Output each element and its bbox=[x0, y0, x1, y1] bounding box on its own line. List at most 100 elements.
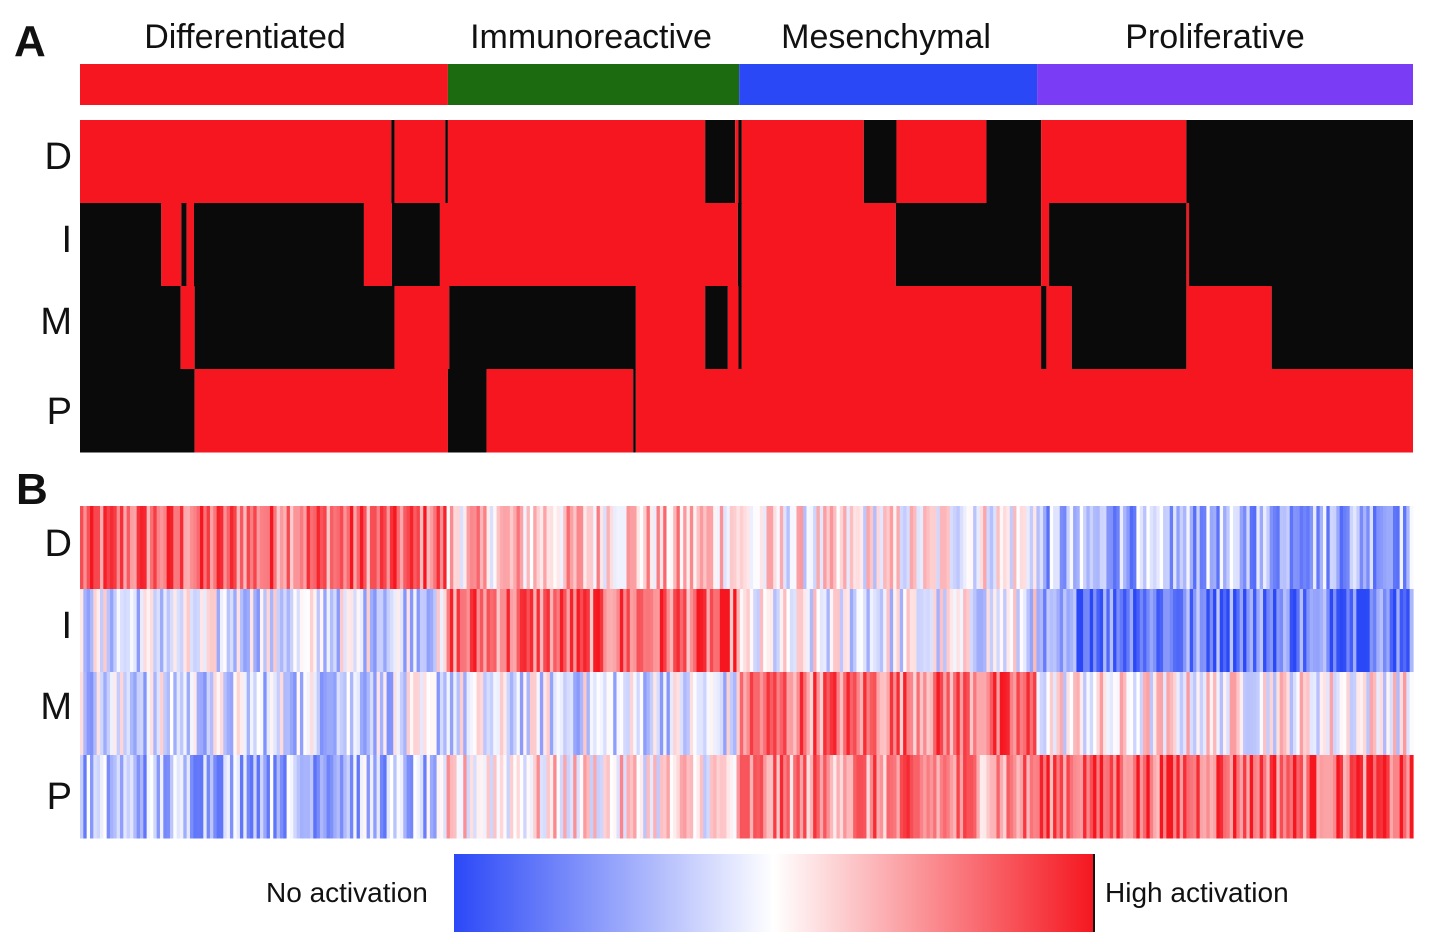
heatmap-b-cell-i-388 bbox=[1373, 589, 1377, 673]
heatmap-b-cell-d-366 bbox=[1299, 506, 1304, 590]
heatmap-b-cell-i-119 bbox=[476, 589, 481, 673]
heatmap-b-cell-d-24 bbox=[159, 506, 164, 590]
heatmap-b-cell-p-254 bbox=[926, 755, 931, 839]
heatmap-b-cell-i-369 bbox=[1309, 589, 1314, 673]
heatmap-b-cell-d-293 bbox=[1056, 506, 1061, 590]
heatmap-b-cell-p-281 bbox=[1016, 755, 1021, 839]
heatmap-b-cell-i-100 bbox=[413, 589, 418, 673]
heatmap-b-cell-m-348 bbox=[1239, 672, 1244, 756]
heatmap-b-cell-d-369 bbox=[1309, 506, 1314, 590]
heatmap-b-cell-i-389 bbox=[1376, 589, 1381, 673]
heatmap-b-cell-i-392 bbox=[1386, 589, 1391, 673]
heatmap-b-cell-m-68 bbox=[306, 672, 311, 756]
heatmap-b-cell-i-21 bbox=[149, 589, 154, 673]
heatmap-b-cell-m-166 bbox=[633, 672, 638, 756]
heatmap-b-cell-m-5 bbox=[96, 672, 101, 756]
heatmap-a-cell-p-2 bbox=[447, 369, 487, 453]
heatmap-b-cell-d-10 bbox=[113, 506, 118, 590]
heatmap-b-cell-m-221 bbox=[816, 672, 821, 756]
heatmap-b-cell-d-396 bbox=[1399, 506, 1404, 590]
heatmap-b-cell-m-251 bbox=[916, 672, 921, 756]
heatmap-b-cell-p-129 bbox=[509, 755, 514, 839]
heatmap-b-cell-m-353 bbox=[1256, 672, 1261, 756]
heatmap-b-cell-m-18 bbox=[139, 672, 144, 756]
heatmap-b-cell-m-110 bbox=[446, 672, 451, 756]
heatmap-b-cell-p-68 bbox=[306, 755, 311, 839]
heatmap-b-cell-i-236 bbox=[866, 589, 871, 673]
heatmap-b-cell-p-53 bbox=[256, 755, 261, 839]
heatmap-b-cell-p-342 bbox=[1219, 755, 1224, 839]
heatmap-b-cell-p-320 bbox=[1146, 755, 1151, 839]
heatmap-a-cell-d-9 bbox=[863, 120, 897, 204]
heatmap-b-cell-p-164 bbox=[626, 755, 631, 839]
heatmap-b-cell-d-196 bbox=[733, 506, 738, 590]
heatmap-b-cell-i-137 bbox=[536, 589, 541, 673]
heatmap-b-cell-m-289 bbox=[1043, 672, 1048, 756]
heatmap-b-cell-d-399 bbox=[1409, 506, 1414, 590]
heatmap-b-cell-m-152 bbox=[586, 672, 591, 756]
heatmap-b-cell-p-137 bbox=[536, 755, 541, 839]
heatmap-b-cell-m-210 bbox=[779, 672, 784, 756]
heatmap-b-cell-d-351 bbox=[1249, 506, 1254, 590]
heatmap-b-cell-i-33 bbox=[189, 589, 194, 673]
heatmap-b-cell-i-106 bbox=[433, 589, 438, 673]
heatmap-b-cell-m-341 bbox=[1216, 672, 1221, 756]
heatmap-b-cell-m-372 bbox=[1319, 672, 1324, 756]
heatmap-b-cell-d-30 bbox=[179, 506, 184, 590]
heatmap-b-cell-i-283 bbox=[1023, 589, 1028, 673]
heatmap-b-cell-p-30 bbox=[179, 755, 184, 839]
heatmap-b-cell-m-151 bbox=[583, 672, 588, 756]
heatmap-b-cell-i-97 bbox=[403, 589, 408, 673]
heatmap-b-cell-d-1 bbox=[83, 506, 88, 590]
heatmap-b-cell-i-371 bbox=[1316, 589, 1321, 673]
heatmap-b-cell-d-63 bbox=[289, 506, 294, 590]
heatmap-b-cell-p-171 bbox=[649, 755, 654, 839]
heatmap-b-cell-i-192 bbox=[719, 589, 724, 673]
heatmap-b-cell-p-375 bbox=[1329, 755, 1334, 839]
heatmap-b-cell-d-49 bbox=[243, 506, 248, 590]
heatmap-b-cell-d-221 bbox=[816, 506, 821, 590]
heatmap-b-cell-i-265 bbox=[963, 589, 968, 673]
heatmap-b-cell-d-360 bbox=[1279, 506, 1284, 590]
heatmap-b-cell-d-2 bbox=[86, 506, 91, 590]
heatmap-b-cell-m-286 bbox=[1033, 672, 1038, 756]
heatmap-b-cell-m-0 bbox=[80, 672, 84, 756]
heatmap-b-cell-i-42 bbox=[219, 589, 224, 673]
heatmap-b-cell-p-156 bbox=[599, 755, 604, 839]
heatmap-b-cell-m-78 bbox=[339, 672, 344, 756]
heatmap-a-cell-i-14 bbox=[1189, 203, 1413, 287]
heatmap-b-cell-m-76 bbox=[333, 672, 338, 756]
heatmap-b-cell-i-256 bbox=[933, 589, 938, 673]
heatmap-b-cell-p-238 bbox=[873, 755, 878, 839]
heatmap-b-cell-m-368 bbox=[1306, 672, 1311, 756]
heatmap-b-cell-m-316 bbox=[1133, 672, 1137, 756]
heatmap-b-cell-i-198 bbox=[739, 589, 744, 673]
heatmap-b-cell-d-385 bbox=[1363, 506, 1367, 590]
heatmap-b-cell-i-251 bbox=[916, 589, 921, 673]
heatmap-b-cell-p-148 bbox=[573, 755, 578, 839]
heatmap-b-cell-m-67 bbox=[303, 672, 308, 756]
heatmap-b-cell-d-62 bbox=[286, 506, 291, 590]
heatmap-b-cell-i-252 bbox=[919, 589, 924, 673]
heatmap-b-cell-p-328 bbox=[1173, 755, 1177, 839]
heatmap-b-cell-i-219 bbox=[809, 589, 814, 673]
heatmap-b-cell-m-391 bbox=[1383, 672, 1387, 756]
heatmap-b-cell-d-347 bbox=[1236, 506, 1241, 590]
heatmap-b-cell-d-204 bbox=[759, 506, 764, 590]
heatmap-b-cell-p-55 bbox=[263, 755, 268, 839]
heatmap-b-cell-m-14 bbox=[126, 672, 131, 756]
heatmap-b-cell-i-220 bbox=[813, 589, 818, 673]
heatmap-b-cell-d-337 bbox=[1203, 506, 1207, 590]
heatmap-b-cell-p-80 bbox=[346, 755, 351, 839]
heatmap-b-cell-p-177 bbox=[669, 755, 674, 839]
heatmap-b-cell-m-218 bbox=[806, 672, 811, 756]
heatmap-b-cell-i-342 bbox=[1219, 589, 1224, 673]
heatmap-b-cell-d-0 bbox=[80, 506, 84, 590]
heatmap-b-cell-p-116 bbox=[466, 755, 471, 839]
heatmap-b-cell-i-206 bbox=[766, 589, 771, 673]
heatmap-b-cell-i-249 bbox=[909, 589, 914, 673]
heatmap-a-cell-i-13 bbox=[1186, 203, 1190, 287]
heatmap-b-cell-p-331 bbox=[1183, 755, 1187, 839]
heatmap-b-cell-i-58 bbox=[273, 589, 278, 673]
heatmap-b-cell-m-143 bbox=[556, 672, 561, 756]
